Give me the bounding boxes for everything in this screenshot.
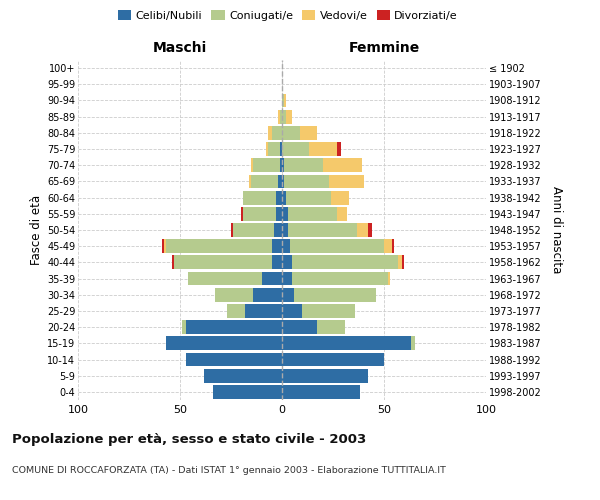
Bar xyxy=(282,190,286,204)
Bar xyxy=(188,272,262,285)
Bar xyxy=(329,174,364,188)
Bar xyxy=(284,174,329,188)
Bar xyxy=(245,304,282,318)
Bar xyxy=(282,207,288,220)
Bar xyxy=(164,240,166,253)
Bar xyxy=(282,385,359,399)
Bar xyxy=(282,174,284,188)
Bar xyxy=(302,304,355,318)
Bar xyxy=(282,288,294,302)
Bar xyxy=(280,110,282,124)
Bar xyxy=(398,256,403,270)
Bar xyxy=(282,158,284,172)
Bar xyxy=(251,174,278,188)
Bar xyxy=(288,223,358,237)
Bar xyxy=(186,352,282,366)
Bar xyxy=(250,174,251,188)
Bar xyxy=(392,240,394,253)
Bar xyxy=(284,158,323,172)
Bar xyxy=(278,174,282,188)
Bar xyxy=(403,256,404,270)
Bar xyxy=(280,142,282,156)
Text: Femmine: Femmine xyxy=(349,41,419,55)
Text: COMUNE DI ROCCAFORZATA (TA) - Dati ISTAT 1° gennaio 2003 - Elaborazione TUTTITAL: COMUNE DI ROCCAFORZATA (TA) - Dati ISTAT… xyxy=(12,466,446,475)
Bar xyxy=(358,223,368,237)
Bar xyxy=(253,158,280,172)
Bar xyxy=(251,158,253,172)
Bar xyxy=(174,256,272,270)
Bar xyxy=(282,320,317,334)
Bar xyxy=(231,223,233,237)
Bar xyxy=(268,142,280,156)
Text: Maschi: Maschi xyxy=(153,41,207,55)
Bar xyxy=(215,288,253,302)
Bar xyxy=(282,126,301,140)
Bar xyxy=(205,369,282,382)
Bar xyxy=(241,207,243,220)
Bar xyxy=(282,304,302,318)
Bar xyxy=(282,272,292,285)
Bar xyxy=(292,256,398,270)
Bar xyxy=(301,126,317,140)
Bar xyxy=(331,190,349,204)
Bar xyxy=(323,158,362,172)
Bar xyxy=(286,190,331,204)
Bar xyxy=(233,223,274,237)
Bar xyxy=(272,240,282,253)
Bar xyxy=(282,240,290,253)
Bar xyxy=(410,336,415,350)
Bar xyxy=(227,304,245,318)
Text: Popolazione per età, sesso e stato civile - 2003: Popolazione per età, sesso e stato civil… xyxy=(12,432,366,446)
Bar xyxy=(337,207,347,220)
Bar xyxy=(308,142,337,156)
Bar xyxy=(286,110,292,124)
Bar xyxy=(172,256,174,270)
Bar xyxy=(166,240,272,253)
Bar xyxy=(294,288,376,302)
Bar xyxy=(161,240,164,253)
Bar xyxy=(292,272,388,285)
Bar xyxy=(272,126,282,140)
Bar xyxy=(182,320,186,334)
Bar xyxy=(276,207,282,220)
Bar xyxy=(212,385,282,399)
Bar xyxy=(337,142,341,156)
Y-axis label: Fasce di età: Fasce di età xyxy=(29,195,43,265)
Bar xyxy=(276,190,282,204)
Bar xyxy=(282,369,368,382)
Y-axis label: Anni di nascita: Anni di nascita xyxy=(550,186,563,274)
Bar xyxy=(253,288,282,302)
Bar xyxy=(282,142,308,156)
Bar xyxy=(282,256,292,270)
Bar xyxy=(272,256,282,270)
Bar xyxy=(288,207,337,220)
Bar xyxy=(290,240,384,253)
Legend: Celibi/Nubili, Coniugati/e, Vedovi/e, Divorziati/e: Celibi/Nubili, Coniugati/e, Vedovi/e, Di… xyxy=(113,6,463,25)
Bar xyxy=(166,336,282,350)
Bar xyxy=(388,272,390,285)
Bar xyxy=(317,320,345,334)
Bar xyxy=(268,126,272,140)
Bar xyxy=(282,223,288,237)
Bar xyxy=(282,110,286,124)
Bar xyxy=(280,158,282,172)
Bar xyxy=(282,352,384,366)
Bar xyxy=(186,320,282,334)
Bar xyxy=(274,223,282,237)
Bar xyxy=(384,240,392,253)
Bar xyxy=(243,190,276,204)
Bar xyxy=(284,94,286,108)
Bar xyxy=(262,272,282,285)
Bar xyxy=(368,223,372,237)
Bar xyxy=(278,110,280,124)
Bar xyxy=(266,142,268,156)
Bar xyxy=(243,207,276,220)
Bar xyxy=(282,336,410,350)
Bar xyxy=(282,94,284,108)
